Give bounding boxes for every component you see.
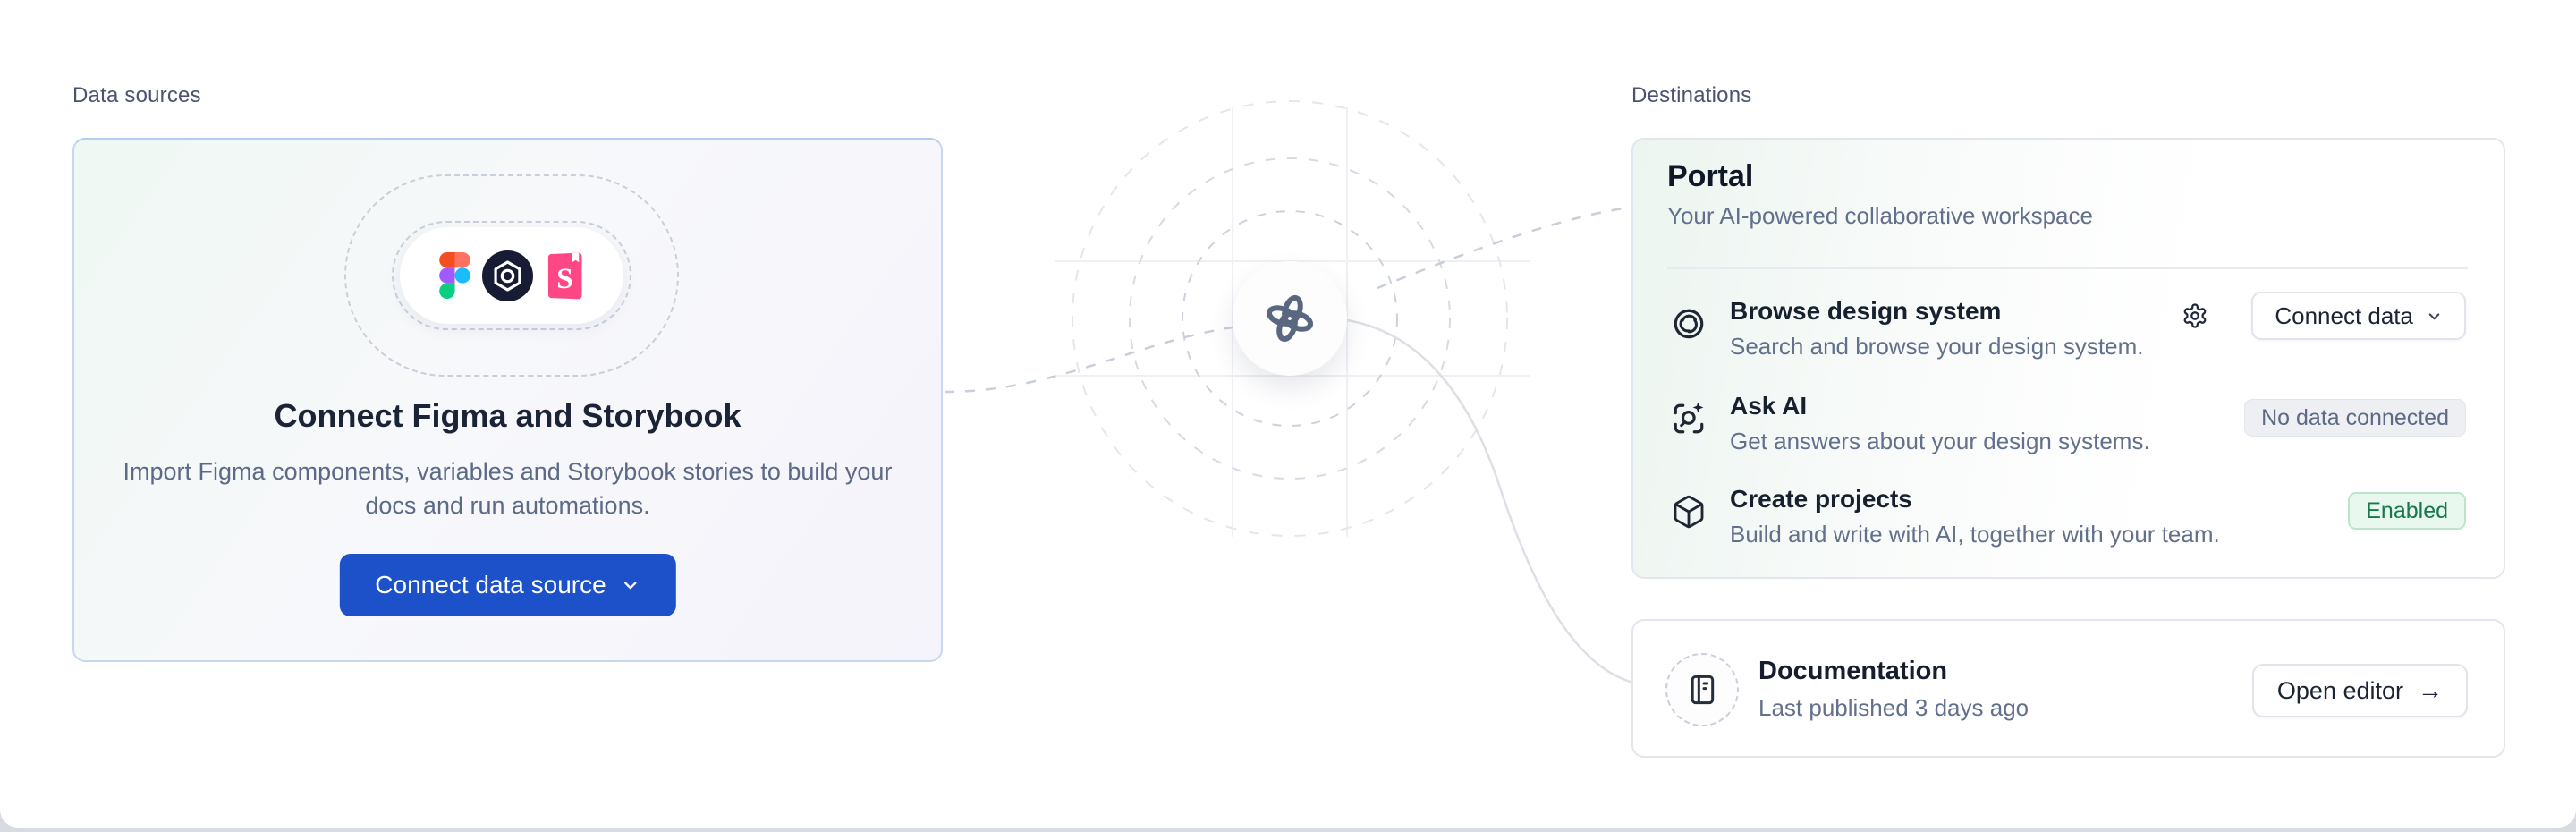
integration-hub [1233,261,1347,376]
design-tokens-logo-icon [481,250,533,301]
chevron-down-icon [624,582,637,590]
knot-icon [1266,294,1314,343]
connect-data-label: Connect data [2275,301,2413,329]
no-data-connected-badge: No data connected [2244,399,2466,437]
documentation-last-published: Last published 3 days ago [1758,694,2029,721]
portal-subtitle: Your AI-powered collaborative workspace [1667,202,2093,229]
documentation-avatar [1665,653,1739,726]
book-icon [1690,675,1715,705]
data-source-card: S Connect Figma and Storybook Import Fig… [72,138,943,662]
cube-icon [1674,495,1704,529]
portal-row-browse-design-system: Browse design system Search and browse y… [1667,292,2468,372]
dashed-outline-inner: S [392,221,631,330]
destinations-label: Destinations [1631,83,1752,107]
row-title-ask-ai: Ask AI [1730,392,1808,420]
portal-title: Portal [1667,159,1754,193]
source-card-description: Import Figma components, variables and S… [123,458,893,519]
documentation-card: Documentation Last published 3 days ago … [1631,619,2505,758]
connect-data-button[interactable]: Connect data [2251,292,2466,340]
enabled-badge: Enabled [2348,492,2466,530]
settings-button[interactable] [2180,301,2210,331]
portal-row-create-projects: Create projects Build and write with AI,… [1667,480,2468,560]
row-description-ask-ai: Get answers about your design systems. [1730,428,2150,454]
row-title-browse-design-system: Browse design system [1730,297,2002,325]
open-editor-label: Open editor [2276,676,2403,704]
integration-icon-pill: S [400,227,623,324]
documentation-title: Documentation [1758,657,1948,685]
row-description-create-projects: Build and write with AI, together with y… [1730,521,2220,548]
source-card-heading: Connect Figma and Storybook [274,397,741,434]
row-description-browse-design-system: Search and browse your design system. [1730,333,2144,360]
row-title-create-projects: Create projects [1730,485,1912,513]
arrow-right-icon: → [2418,676,2443,704]
open-editor-button[interactable]: Open editor → [2251,664,2468,717]
svg-text:S: S [556,262,573,295]
chevron-down-icon [2428,312,2440,319]
connect-data-source-button[interactable]: Connect data source [339,554,676,616]
figma-logo-icon [438,252,470,299]
ai-search-icon [1674,402,1704,434]
data-sources-label: Data sources [72,83,201,107]
portal-row-ask-ai: Ask AI Get answers about your design sys… [1667,386,2468,467]
gear-icon [2183,303,2207,328]
divider [1667,267,2468,269]
dashed-outline-outer: S [344,174,679,377]
storybook-logo-icon: S [547,252,581,299]
connect-data-source-label: Connect data source [375,571,606,599]
portal-card: Portal Your AI-powered collaborative wor… [1631,138,2505,579]
swirl-icon [1674,309,1704,339]
